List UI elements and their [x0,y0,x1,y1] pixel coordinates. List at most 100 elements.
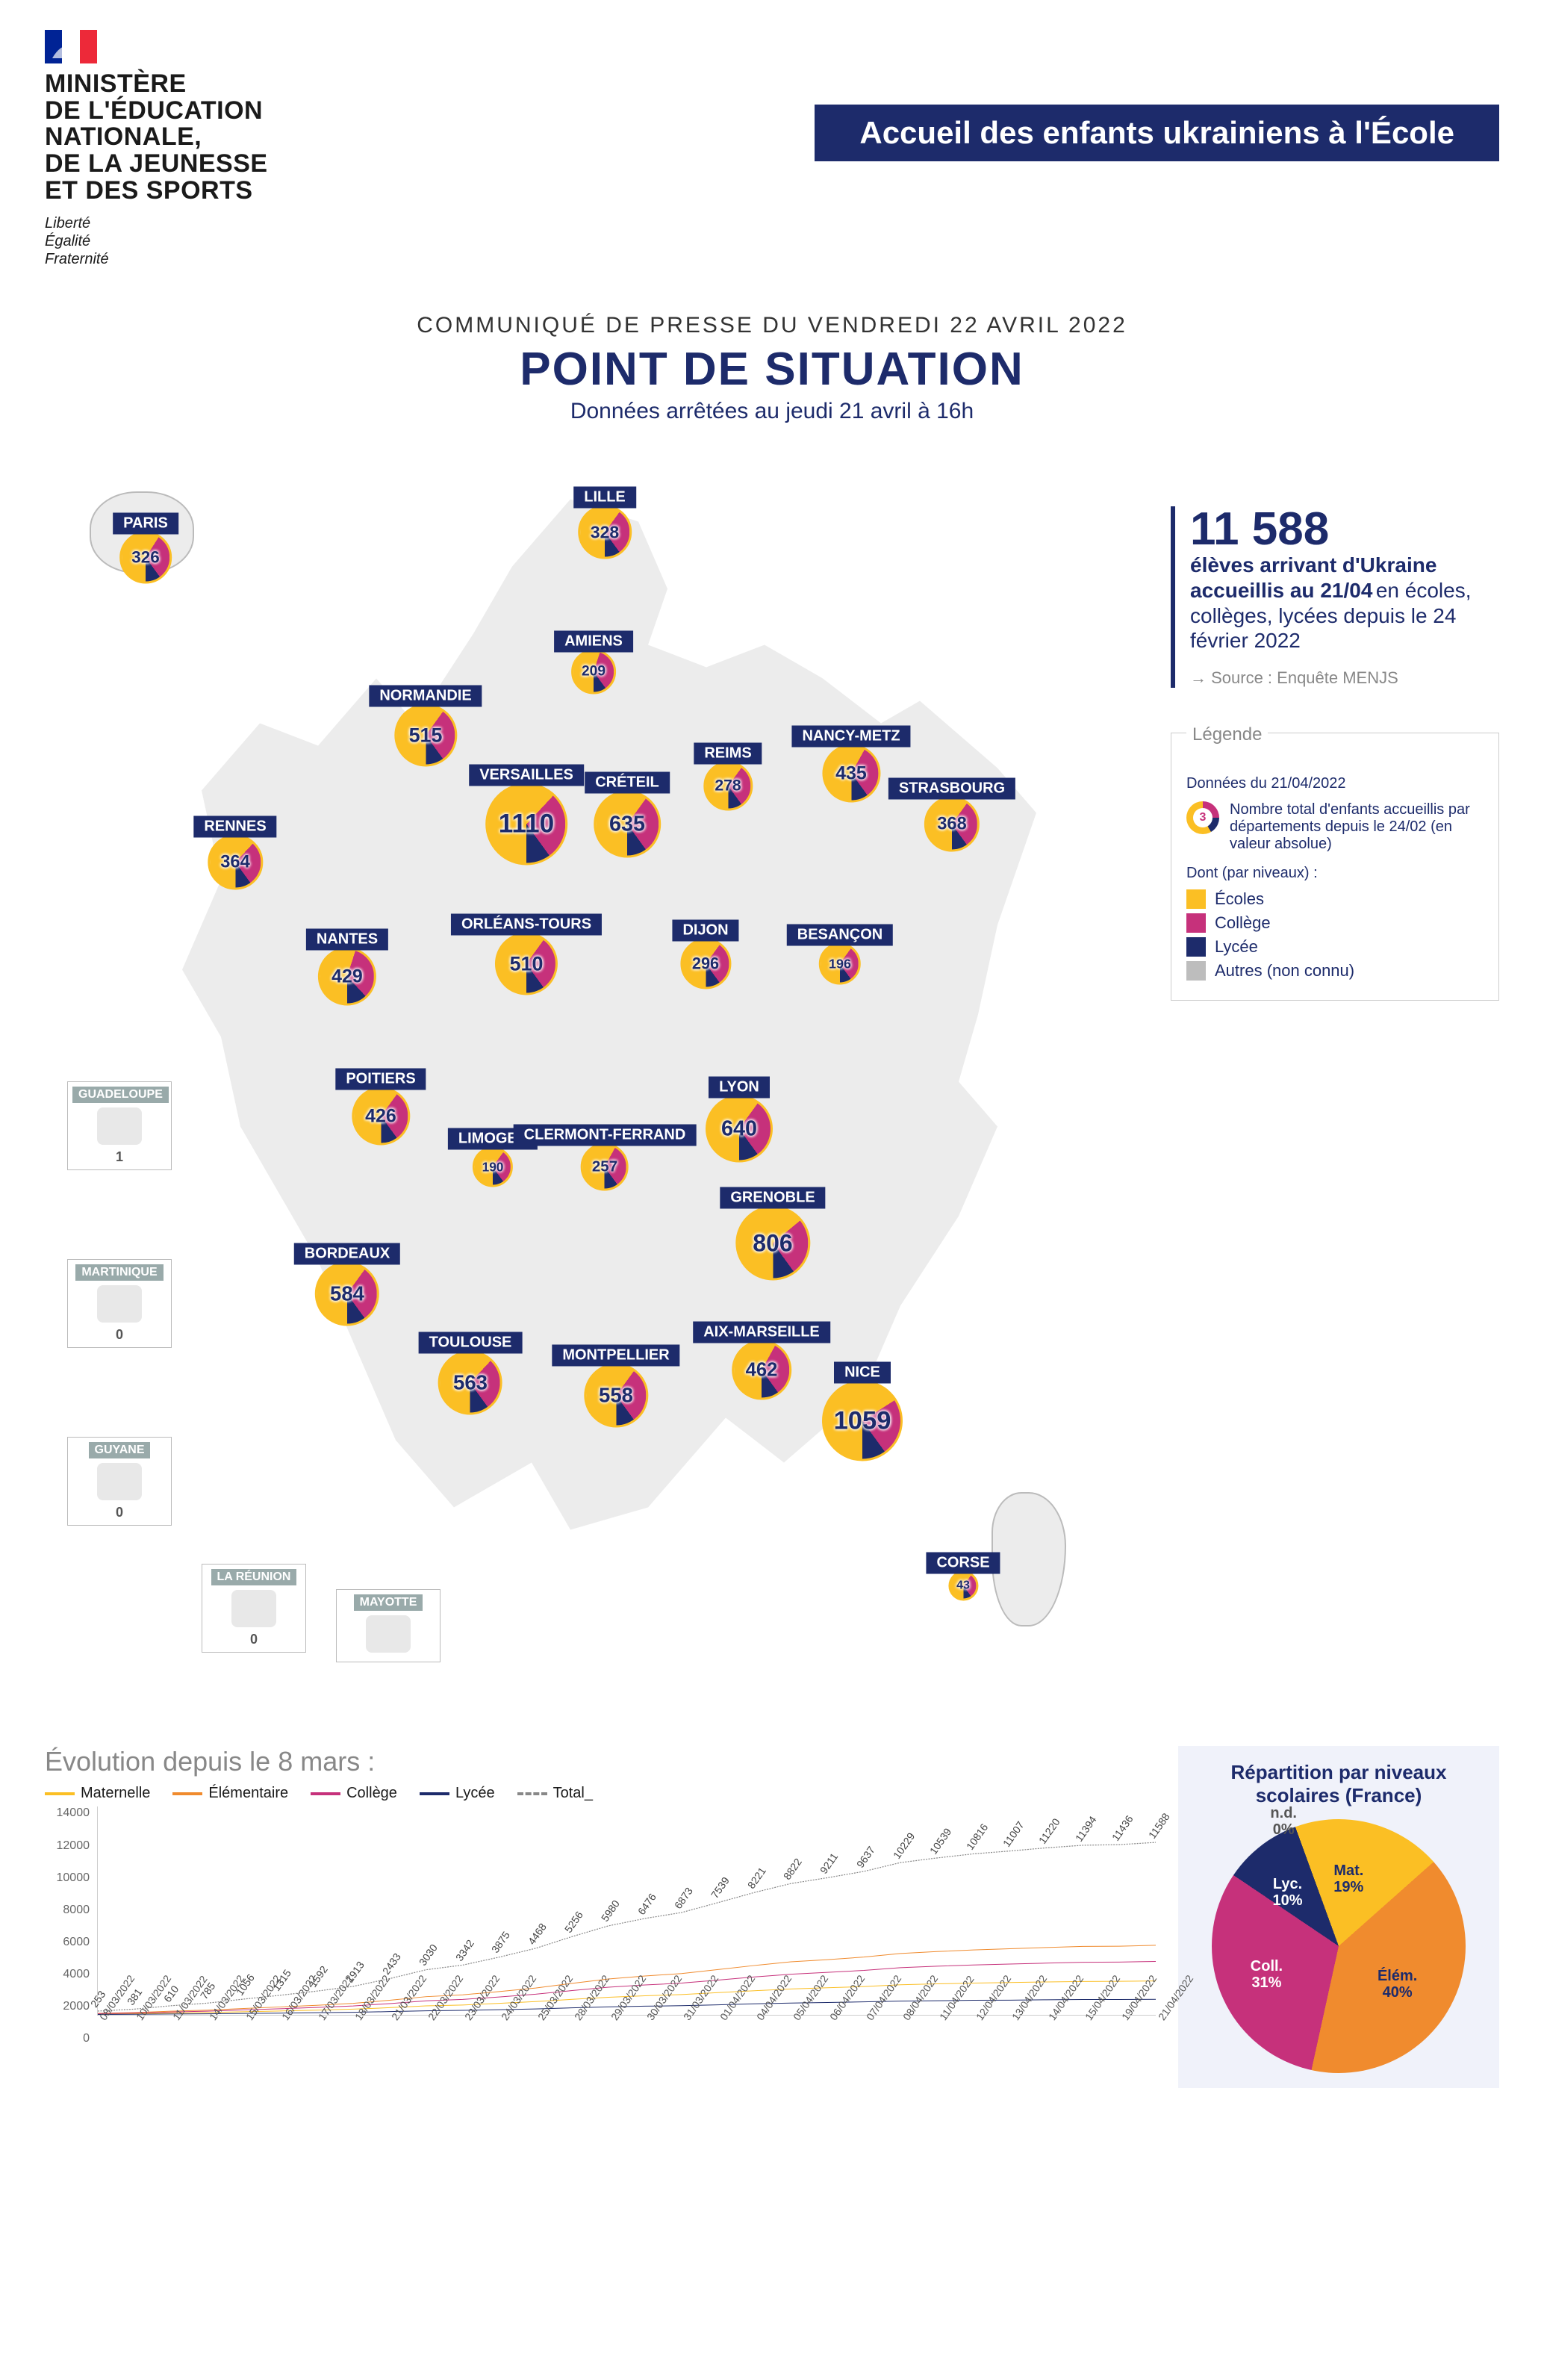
academy-marker: MONTPELLIER 558 [552,1345,679,1428]
academy-pie: 257 [581,1143,629,1191]
y-tick: 0 [45,2032,90,2045]
academy-marker: POITIERS 426 [335,1069,426,1146]
overseas-label: LA RÉUNION [211,1569,297,1585]
academy-label: NICE [834,1362,891,1384]
pie-slice-label: Coll.31% [1251,1958,1283,1991]
total-label: 8221 [744,1865,768,1891]
overseas-box: GUYANE 0 [67,1437,172,1526]
y-tick: 6000 [45,1936,90,1949]
main-row: PARIS 326 LILLE 328 AMIENS 209 NORMANDIE… [45,447,1499,1716]
academy-value: 296 [682,941,729,987]
academy-marker: RENNES 364 [193,816,276,890]
legend-swatch [1186,961,1206,981]
overseas-shape [366,1615,411,1653]
academy-value: 426 [354,1090,408,1143]
legend-desc: Nombre total d'enfants accueillis par dé… [1230,801,1484,853]
academy-pie: 209 [571,650,616,695]
total-label: 9211 [818,1851,840,1876]
total-label: 11436 [1109,1813,1136,1843]
academy-marker: CLERMONT-FERRAND 257 [514,1125,697,1191]
overseas-shape [231,1590,276,1627]
academy-value: 806 [738,1208,808,1278]
academy-pie: 635 [594,791,661,858]
total-label: 5256 [562,1909,585,1935]
academy-marker: LYON 640 [706,1077,773,1163]
academy-value: 364 [210,837,261,888]
key-figure-source: → Source : Enquête MENJS [1190,668,1499,688]
academy-pie: 426 [352,1087,410,1146]
academy-label: CORSE [926,1553,1000,1574]
academy-marker: ORLÉANS-TOURS 510 [451,914,602,995]
academy-value: 435 [824,747,878,801]
academy-pie: 364 [208,835,263,890]
legend-level-row: Autres (non connu) [1186,961,1484,981]
legend-level-label: Lycée [1215,937,1258,957]
logo-block: MINISTÈREDE L'ÉDUCATIONNATIONALE,DE LA J… [45,30,268,268]
academy-label: RENNES [193,816,276,838]
academy-marker: NANTES 429 [306,929,388,1006]
academy-label: POITIERS [335,1069,426,1090]
legend-level-label: Écoles [1215,889,1264,909]
total-label: 3875 [489,1930,512,1956]
legend-level-label: Collège [1215,913,1271,933]
academy-marker: BORDEAUX 584 [294,1243,400,1326]
academy-marker: CRÉTEIL 635 [585,772,670,858]
academy-label: AMIENS [554,631,633,653]
pie-block: Répartition par niveaux scolaires (Franc… [1178,1746,1499,2088]
overseas-value: 0 [72,1327,166,1343]
academy-value: 209 [573,652,614,692]
academy-marker: NICE 1059 [822,1362,903,1461]
academy-pie: 43 [948,1571,978,1601]
marianne-logo [45,30,97,63]
press-date-line: COMMUNIQUÉ DE PRESSE DU VENDREDI 22 AVRI… [45,313,1499,338]
academy-label: BESANÇON [787,925,893,946]
evo-legend-label: Maternelle [81,1785,150,1802]
subtitle: Données arrêtées au jeudi 21 avril à 16h [45,399,1499,424]
academy-label: NANCY-METZ [791,726,910,748]
overseas-shape [97,1463,142,1500]
academy-marker: VERSAILLES 1110 [469,765,584,866]
academy-value: 429 [320,950,374,1004]
evo-legend-item: Total_ [517,1785,593,1802]
academy-value: 635 [596,793,659,856]
legend-dont: Dont (par niveaux) : [1186,865,1484,882]
academy-label: TOULOUSE [419,1332,523,1354]
academy-label: MONTPELLIER [552,1345,679,1367]
academy-pie: 510 [495,933,558,995]
y-tick: 12000 [45,1839,90,1853]
evolution-block: Évolution depuis le 8 mars : MaternelleÉ… [45,1746,1156,2075]
legend-level-row: Collège [1186,913,1484,933]
map-area: PARIS 326 LILLE 328 AMIENS 209 NORMANDIE… [45,447,1156,1716]
overseas-value: 0 [72,1505,166,1520]
total-label: 10816 [964,1821,990,1852]
academy-value: 1059 [824,1383,900,1459]
evo-legend-label: Collège [346,1785,397,1802]
academy-label: VERSAILLES [469,765,584,786]
academy-pie: 1059 [822,1381,903,1461]
legend-level-label: Autres (non connu) [1215,961,1354,981]
overseas-box: GUADELOUPE 1 [67,1081,172,1170]
academy-marker: GRENOBLE 806 [720,1187,825,1281]
academy-value: 558 [586,1366,646,1426]
academy-value: 278 [706,764,750,809]
total-label: 11007 [1000,1819,1026,1849]
academy-pie: 558 [584,1364,648,1428]
legend-levels: Écoles Collège Lycée Autres (non connu) [1186,889,1484,981]
academy-pie: 584 [315,1262,379,1326]
legend-title: Légende [1186,724,1268,745]
side-column: 11 588 élèves arrivant d'Ukraine accueil… [1171,447,1499,1000]
academy-value: 515 [396,706,455,765]
pie-slice-label: Lyc.10% [1273,1876,1303,1909]
total-label: 11220 [1036,1816,1062,1846]
academy-label: NANTES [306,929,388,951]
total-label: 4468 [526,1921,549,1947]
evo-legend-swatch [517,1792,547,1795]
academy-marker: CORSE 43 [926,1553,1000,1601]
key-figure: 11 588 élèves arrivant d'Ukraine accueil… [1171,506,1499,687]
evo-legend-swatch [311,1792,340,1795]
evolution-title: Évolution depuis le 8 mars : [45,1746,1156,1777]
overseas-shape [97,1107,142,1145]
academy-label: BORDEAUX [294,1243,400,1265]
academy-value: 326 [122,534,169,582]
academy-pie: 806 [735,1206,810,1281]
